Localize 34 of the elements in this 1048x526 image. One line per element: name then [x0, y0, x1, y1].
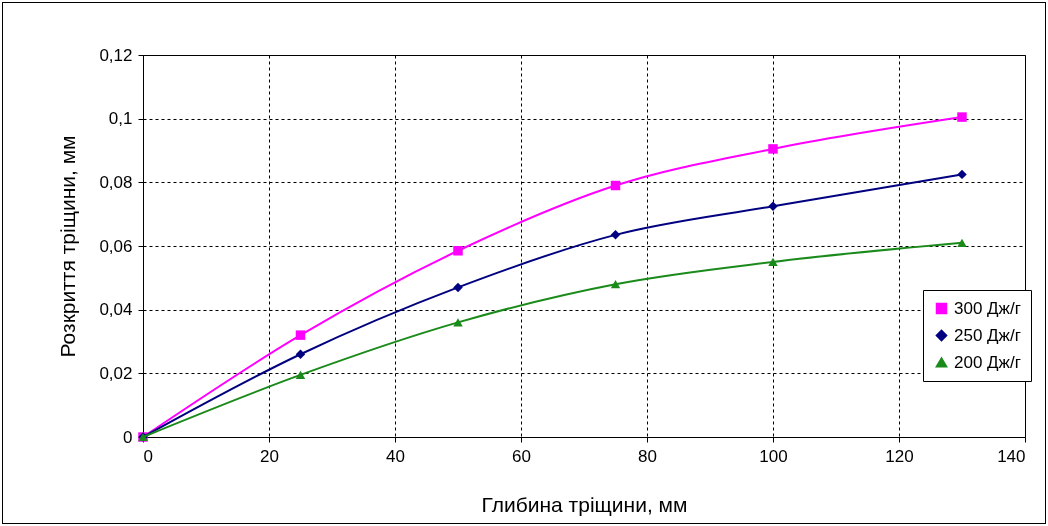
x-tick-label: 80 — [638, 446, 657, 466]
x-axis-title: Глибина тріщини, мм — [481, 492, 688, 516]
x-tick-label: 0 — [143, 446, 153, 466]
y-tick-label: 0,08 — [99, 172, 133, 192]
point — [610, 180, 621, 191]
y-tick-label: 0,1 — [108, 109, 133, 129]
point — [768, 144, 778, 154]
point — [453, 282, 463, 293]
y-tick-label: 0,12 — [99, 45, 133, 65]
point — [453, 318, 463, 327]
legend-label: 300 Дж/г — [954, 298, 1021, 318]
y-tick-label: 0,06 — [99, 236, 133, 256]
legend-label: 200 Дж/г — [954, 352, 1021, 372]
point — [453, 246, 463, 256]
x-tick-label: 120 — [885, 446, 914, 466]
point — [610, 230, 621, 240]
y-tick-label: 0,02 — [99, 363, 133, 383]
y-axis-title: Розкриття тріщини, мм — [56, 135, 80, 358]
point — [295, 330, 306, 340]
point — [768, 257, 778, 267]
y-tick-label: 0,04 — [99, 300, 133, 320]
x-tick-label: 20 — [260, 446, 279, 466]
legend-label: 250 Дж/г — [954, 325, 1021, 345]
point — [610, 280, 621, 289]
point — [295, 349, 306, 359]
x-tick-label: 140 — [997, 446, 1026, 466]
x-tick-label: 100 — [759, 446, 788, 466]
x-tick-label: 40 — [386, 446, 405, 466]
x-tick-label: 60 — [512, 446, 531, 466]
point — [957, 238, 967, 247]
point — [957, 112, 967, 122]
point — [957, 169, 967, 180]
y-tick-label: 0 — [123, 427, 133, 447]
point — [295, 370, 306, 380]
